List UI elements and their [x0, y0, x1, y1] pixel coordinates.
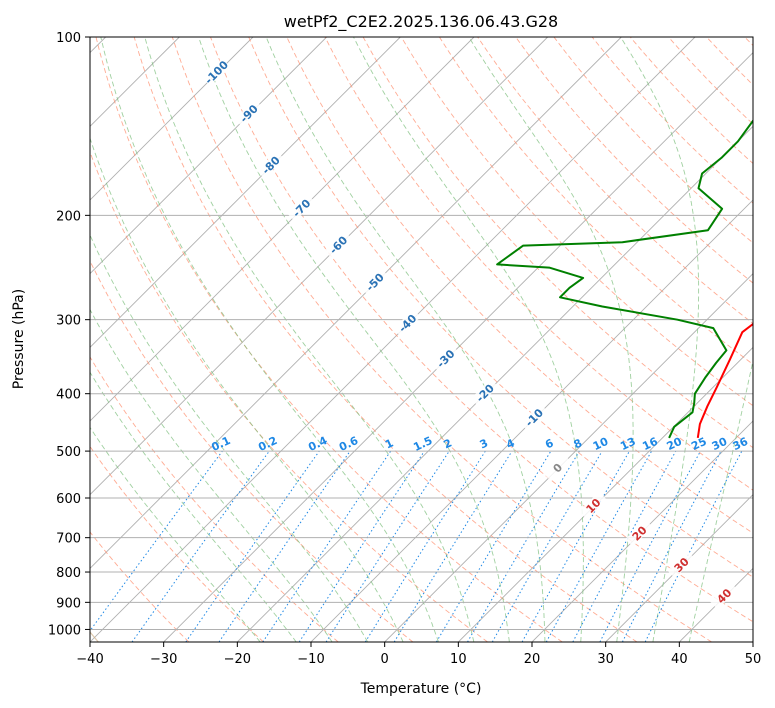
y-tick-label: 800: [56, 566, 81, 581]
chart-title: wetPf2_C2E2.2025.136.06.43.G28: [284, 12, 558, 32]
mixing-ratio-label: 13: [618, 435, 637, 453]
isotherm-line: [90, 37, 475, 422]
dry-adiabat-line: [400, 37, 753, 407]
dry-adiabat-line: [324, 37, 753, 491]
dry-adiabat-line: [591, 37, 753, 204]
x-axis-label: Temperature (°C): [360, 681, 482, 697]
moist-adiabat-line: [100, 37, 439, 642]
moist-adiabat-line: [90, 136, 404, 642]
mixing-ratio-line: [218, 450, 351, 642]
x-tick-label: 10: [450, 652, 467, 667]
y-tick-label: 100: [56, 31, 81, 46]
x-tick-label: 40: [671, 652, 688, 667]
mixing-ratio-line: [185, 450, 320, 642]
x-tick-label: −40: [76, 652, 103, 667]
dry-adiabat-line: [133, 37, 638, 642]
mixing-ratio-line: [521, 450, 630, 642]
y-tick-label: 600: [56, 492, 81, 507]
isotherm-line: [90, 37, 548, 496]
dry-adiabat-line: [286, 37, 753, 534]
moist-adiabat-line: [353, 37, 584, 642]
x-tick-label: −10: [297, 652, 324, 667]
y-tick-label: 900: [56, 596, 81, 611]
mixing-ratio-label: 10: [591, 435, 611, 453]
mixing-ratio-line: [545, 450, 653, 642]
mixing-ratio-label: 25: [689, 435, 708, 453]
dry-adiabat-line: [553, 37, 753, 244]
y-tick-label: 200: [56, 209, 81, 224]
mixing-ratio-line: [90, 450, 223, 632]
mixing-ratio-line: [491, 450, 603, 642]
mixing-ratio-line: [435, 450, 552, 642]
dewpoint-profile-line: [496, 119, 753, 439]
isotherm-line: [384, 273, 753, 642]
isotherm-line: [458, 346, 753, 642]
y-tick-label: 300: [56, 314, 81, 329]
dry-adiabat-line: [248, 37, 753, 578]
y-tick-label: 500: [56, 445, 81, 460]
mixing-ratio-line: [131, 450, 270, 642]
dry-adiabat-line: [171, 37, 712, 642]
mixing-ratio-line: [325, 450, 450, 642]
line-labels: -100-90-80-70-60-50-40-30-20-10010203040…: [202, 58, 751, 610]
mixing-ratio-line: [364, 450, 486, 642]
isotherm-line: [90, 37, 696, 642]
isotherm-line: [90, 37, 401, 348]
mixing-ratio-label-text: 20: [665, 435, 685, 453]
moist-adiabat-line: [620, 37, 700, 642]
dry-adiabat-line: [362, 37, 753, 449]
profile-series: [496, 119, 753, 439]
plot-frame: [89, 36, 754, 643]
y-axis-label: Pressure (hPa): [11, 289, 27, 389]
y-tick-label: 700: [56, 532, 81, 547]
dry-adiabat-line: [90, 356, 339, 642]
x-tick-label: −30: [150, 652, 177, 667]
mixing-ratio-label: 16: [640, 435, 660, 453]
mixing-ratio-label-text: 30: [710, 435, 730, 453]
mixing-ratio-label-text: 36: [731, 435, 751, 453]
mixing-ratio-label-text: 16: [640, 435, 660, 453]
isotherm-line: [90, 37, 327, 275]
moist-adiabat-line: [90, 426, 261, 642]
x-tick-label: 20: [524, 652, 541, 667]
y-axis: 100 200 300 400 500 600 700 800 900 1000: [48, 31, 90, 638]
moist-adiabat-line: [90, 308, 333, 642]
pressure-gridlines: [90, 37, 753, 630]
moist-adiabat-line: [265, 37, 546, 642]
mixing-ratio-line: [572, 450, 677, 642]
dry-adiabat-line: [477, 37, 753, 325]
dry-adiabat-line: [439, 37, 753, 365]
x-tick-label: 0: [381, 652, 389, 667]
mixing-ratio-label-text: 10: [591, 435, 611, 453]
moist-adiabat-line: [688, 358, 753, 642]
moist-adiabat-line: [144, 37, 475, 642]
dry-adiabat-line: [90, 259, 414, 642]
isotherm-line: [163, 52, 753, 642]
isotherm-line: [605, 494, 753, 642]
isotherm-label: 0: [543, 453, 571, 482]
mixing-ratio-line: [467, 450, 580, 642]
mixing-ratio-label: 36: [731, 435, 751, 453]
mixing-ratio-label-text: 13: [618, 435, 637, 453]
background-lines: [90, 37, 753, 642]
dry-adiabat-line: [90, 531, 190, 642]
isotherm-line: [90, 37, 254, 201]
moist-adiabat-line: [90, 234, 369, 642]
x-tick-label: −20: [224, 652, 251, 667]
y-tick-label: 1000: [48, 623, 81, 638]
x-tick-label: 30: [597, 652, 614, 667]
moist-adiabat-line: [198, 37, 510, 642]
mixing-ratio-label-text: 25: [689, 435, 708, 453]
x-tick-label: 50: [745, 652, 762, 667]
dry-adiabat-line: [90, 150, 488, 642]
isotherm-line: [90, 37, 622, 569]
temperature-profile-line: [696, 322, 753, 439]
x-axis: −40 −30 −20 −10 0 10 20 30 40 50: [76, 642, 761, 667]
mixing-ratio-line: [393, 450, 513, 642]
mixing-ratio-label: 20: [665, 435, 685, 453]
mixing-ratio-label: 30: [710, 435, 730, 453]
y-tick-label: 400: [56, 388, 81, 403]
